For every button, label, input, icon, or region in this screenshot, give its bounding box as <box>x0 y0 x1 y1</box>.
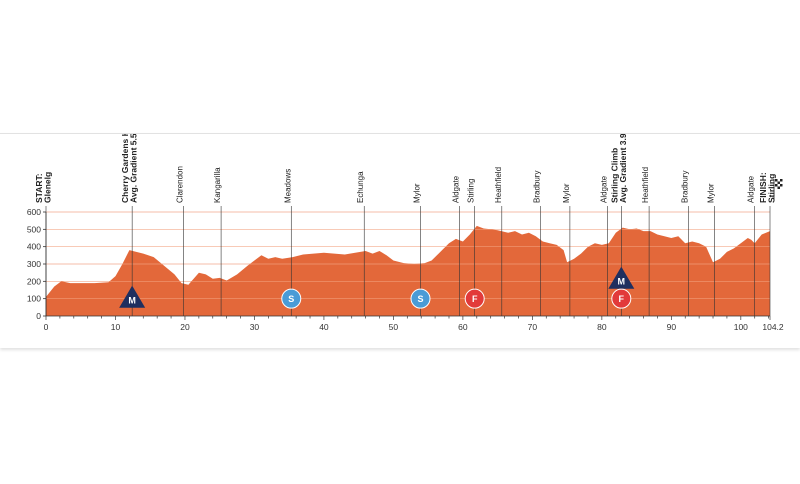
place-label-1: Cherry Gardens HillAvg. Gradient 5.5% <box>120 134 139 203</box>
place-label-line: Meadows <box>283 169 292 203</box>
feed-marker-letter: F <box>619 294 625 304</box>
place-label-14: Heathfield <box>641 167 650 203</box>
place-label-9: Heathfield <box>494 167 503 203</box>
place-label-line: Cherry Gardens Hill <box>120 134 130 203</box>
place-label-12: Aldgate <box>599 175 608 203</box>
flag-square <box>775 184 778 187</box>
place-label-8: Stirling <box>467 179 476 203</box>
y-tick-label-400: 400 <box>27 242 41 252</box>
sprint-marker-letter: S <box>417 294 423 304</box>
flag-square <box>777 181 780 184</box>
elevation-profile-chart: START:Glenelg Cherry Gardens HillAvg. Gra… <box>27 134 784 332</box>
place-label-10: Bradbury <box>533 171 542 203</box>
x-tick-label-50: 50 <box>389 322 399 332</box>
place-label-5: Echunga <box>356 171 365 203</box>
place-label-line: Stirling Climb <box>609 148 619 203</box>
place-label-line: Aldgate <box>451 175 460 203</box>
place-label-line: Stirling <box>767 174 777 203</box>
x-tick-label-0: 0 <box>44 322 49 332</box>
place-label-13: Stirling ClimbAvg. Gradient 3.9% <box>609 134 628 203</box>
sprint-marker-icon <box>281 288 302 309</box>
sprint-marker-icon <box>410 288 431 309</box>
y-tick-label-500: 500 <box>27 224 41 234</box>
place-label-16: Mylor <box>706 183 715 203</box>
flag-square <box>775 179 778 182</box>
place-label-line: Mylor <box>706 183 715 203</box>
place-labels: START:Glenelg Cherry Gardens HillAvg. Gra… <box>34 134 777 316</box>
climb-sprint-feed-markers: M S S FMF <box>119 266 635 309</box>
place-label-line: Mylor <box>413 183 422 203</box>
place-label-line: Avg. Gradient 5.5% <box>129 134 139 203</box>
x-tick-label-60: 60 <box>458 322 468 332</box>
place-label-2: Clarendon <box>176 166 185 203</box>
flag-square <box>780 179 783 182</box>
place-label-4: Meadows <box>283 169 292 203</box>
place-label-6: Mylor <box>413 183 422 203</box>
x-tick-label-70: 70 <box>528 322 538 332</box>
x-tick-label-20: 20 <box>180 322 190 332</box>
x-tick-label-90: 90 <box>667 322 677 332</box>
place-label-line: Glenelg <box>43 172 53 203</box>
place-label-line: Echunga <box>356 171 365 203</box>
x-tick-label-100: 100 <box>734 322 748 332</box>
place-label-7: Aldgate <box>451 175 460 203</box>
flag-square <box>777 186 780 189</box>
flag-square <box>780 184 783 187</box>
place-label-line: START: <box>34 173 44 203</box>
elevation-area <box>46 225 770 316</box>
x-tick-label-end: 104.2 <box>762 322 784 332</box>
place-label-11: Mylor <box>562 183 571 203</box>
place-label-line: FINISH: <box>758 172 768 203</box>
y-tick-label-100: 100 <box>27 294 41 304</box>
axes: 0 100 200 300 400 500 600 0 10 20 30 40 50 60 70 80 90 10… <box>27 207 784 332</box>
x-tick-label-40: 40 <box>319 322 329 332</box>
place-label-line: Heathfield <box>494 167 503 203</box>
kom-marker-letter: M <box>618 277 626 287</box>
x-tick-label-10: 10 <box>111 322 121 332</box>
profile-panel: START:Glenelg Cherry Gardens HillAvg. Gra… <box>0 133 800 348</box>
place-label-15: Bradbury <box>681 171 690 203</box>
y-tick-label-600: 600 <box>27 207 41 217</box>
kom-marker-icon <box>608 266 635 289</box>
place-label-line: Mylor <box>562 183 571 203</box>
feed-marker-icon <box>464 288 485 309</box>
place-label-line: Clarendon <box>176 166 185 203</box>
place-label-line: Kangarilla <box>213 167 222 203</box>
place-label-0: START:Glenelg <box>34 172 53 203</box>
place-label-line: Stirling <box>467 179 476 203</box>
place-label-line: Aldgate <box>599 175 608 203</box>
place-label-18: FINISH:Stirling <box>758 172 777 203</box>
place-label-line: Heathfield <box>641 167 650 203</box>
place-label-line: Bradbury <box>533 171 542 203</box>
y-tick-label-200: 200 <box>27 276 41 286</box>
place-label-17: Aldgate <box>747 175 756 203</box>
kom-marker-letter: M <box>128 296 136 306</box>
place-label-line: Avg. Gradient 3.9% <box>618 134 628 203</box>
place-label-line: Bradbury <box>681 171 690 203</box>
kom-marker-icon <box>119 285 146 308</box>
y-tick-label-0: 0 <box>36 311 41 321</box>
y-tick-label-300: 300 <box>27 259 41 269</box>
place-label-line: Aldgate <box>747 175 756 203</box>
place-label-3: Kangarilla <box>213 167 222 203</box>
profile-area <box>46 211 770 316</box>
feed-marker-letter: F <box>472 294 478 304</box>
feed-marker-icon <box>611 288 632 309</box>
sprint-marker-letter: S <box>288 294 294 304</box>
x-tick-label-30: 30 <box>250 322 260 332</box>
x-tick-label-80: 80 <box>597 322 607 332</box>
finish-flag-icon <box>773 179 783 201</box>
